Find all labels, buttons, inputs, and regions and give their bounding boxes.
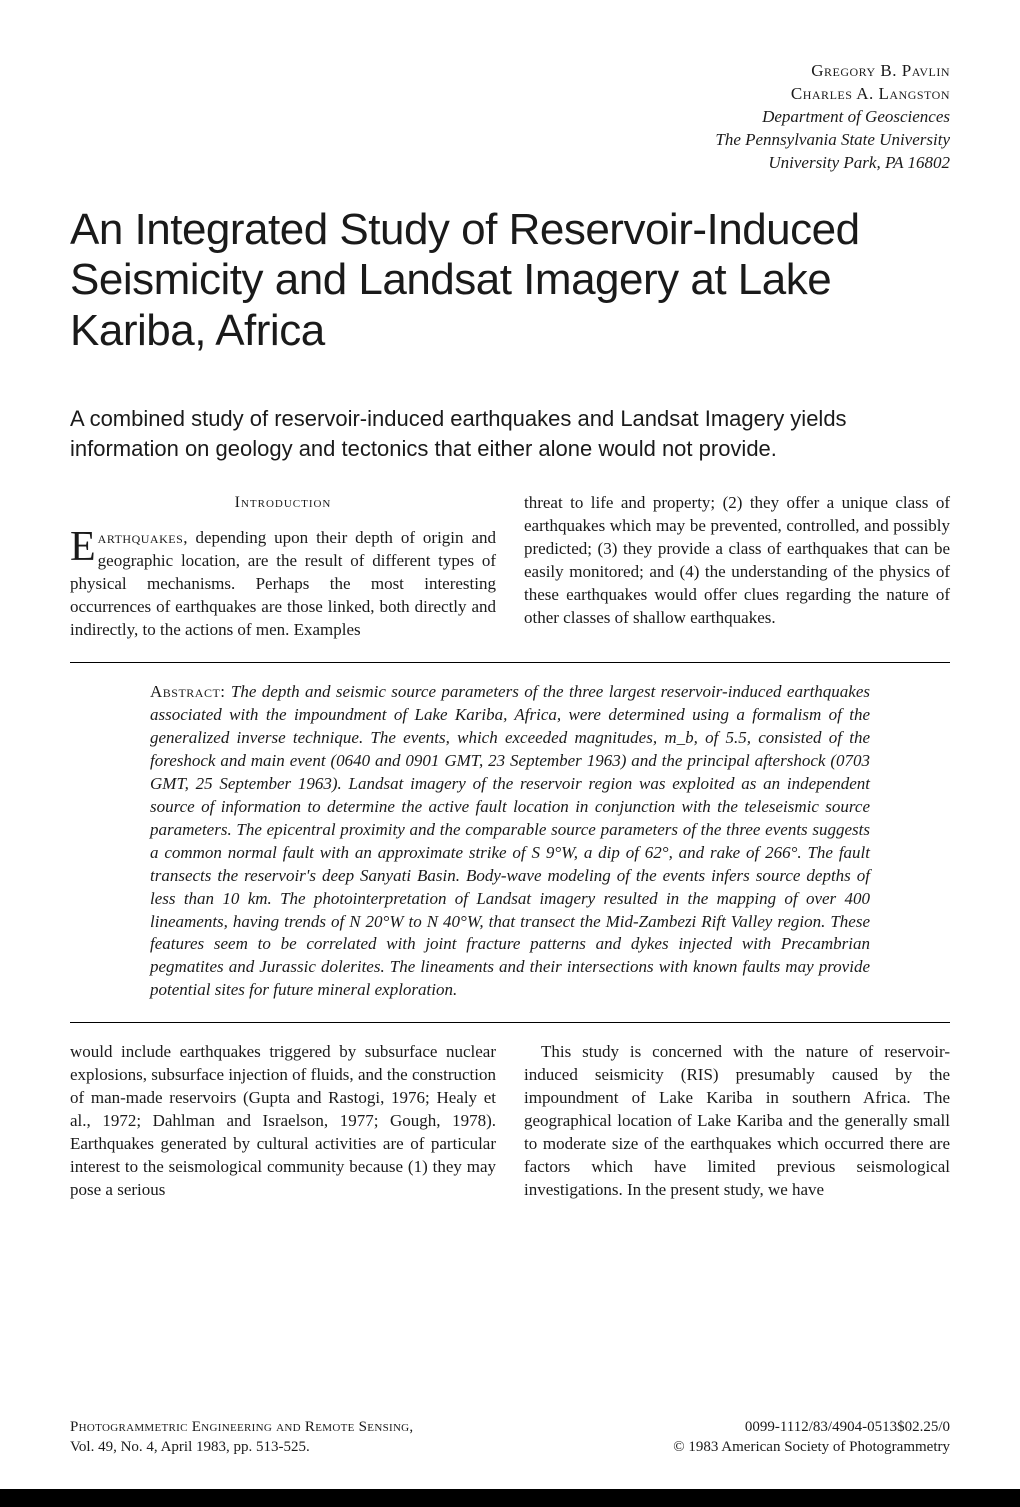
body-paragraph-right: This study is concerned with the nature … <box>524 1041 950 1202</box>
author-name-2: Charles A. Langston <box>70 83 950 106</box>
abstract-paragraph: Abstract: The depth and seismic source p… <box>150 681 870 1002</box>
article-title: An Integrated Study of Reservoir-Induced… <box>70 205 950 357</box>
article-code: 0099-1112/83/4904-0513$02.25/0 <box>673 1417 950 1437</box>
article-subtitle: A combined study of reservoir-induced ea… <box>70 404 950 463</box>
intro-col-left: Introduction Earthquakes, depending upon… <box>70 492 496 642</box>
intro-paragraph-right: threat to life and property; (2) they of… <box>524 492 950 630</box>
abstract-block: Abstract: The depth and seismic source p… <box>70 681 950 1002</box>
body-columns: would include earthquakes triggered by s… <box>70 1041 950 1202</box>
author-block: Gregory B. Pavlin Charles A. Langston De… <box>70 60 950 175</box>
body-col-right: This study is concerned with the nature … <box>524 1041 950 1202</box>
journal-name: Photogrammetric Engineering and Remote S… <box>70 1417 413 1437</box>
dropcap: E <box>70 527 98 566</box>
body-col-left: would include earthquakes triggered by s… <box>70 1041 496 1202</box>
intro-columns: Introduction Earthquakes, depending upon… <box>70 492 950 642</box>
author-dept: Department of Geosciences <box>70 106 950 129</box>
lead-word: arthquakes <box>98 528 184 547</box>
author-univ: The Pennsylvania State University <box>70 129 950 152</box>
author-addr: University Park, PA 16802 <box>70 152 950 175</box>
abstract-label: Abstract: <box>150 682 226 701</box>
intro-paragraph-left: Earthquakes, depending upon their depth … <box>70 527 496 642</box>
page-footer: Photogrammetric Engineering and Remote S… <box>70 1417 950 1458</box>
rule-bottom <box>70 1022 950 1023</box>
issue-info: Vol. 49, No. 4, April 1983, pp. 513-525. <box>70 1437 413 1457</box>
body-paragraph-left: would include earthquakes triggered by s… <box>70 1041 496 1202</box>
author-name-1: Gregory B. Pavlin <box>70 60 950 83</box>
footer-right: 0099-1112/83/4904-0513$02.25/0 © 1983 Am… <box>673 1417 950 1458</box>
copyright: © 1983 American Society of Photogrammetr… <box>673 1437 950 1457</box>
footer-left: Photogrammetric Engineering and Remote S… <box>70 1417 413 1458</box>
bottom-scan-bar <box>0 1489 1020 1507</box>
intro-col-right: threat to life and property; (2) they of… <box>524 492 950 642</box>
introduction-heading: Introduction <box>70 492 496 514</box>
abstract-text: The depth and seismic source parameters … <box>150 682 870 999</box>
rule-top <box>70 662 950 663</box>
